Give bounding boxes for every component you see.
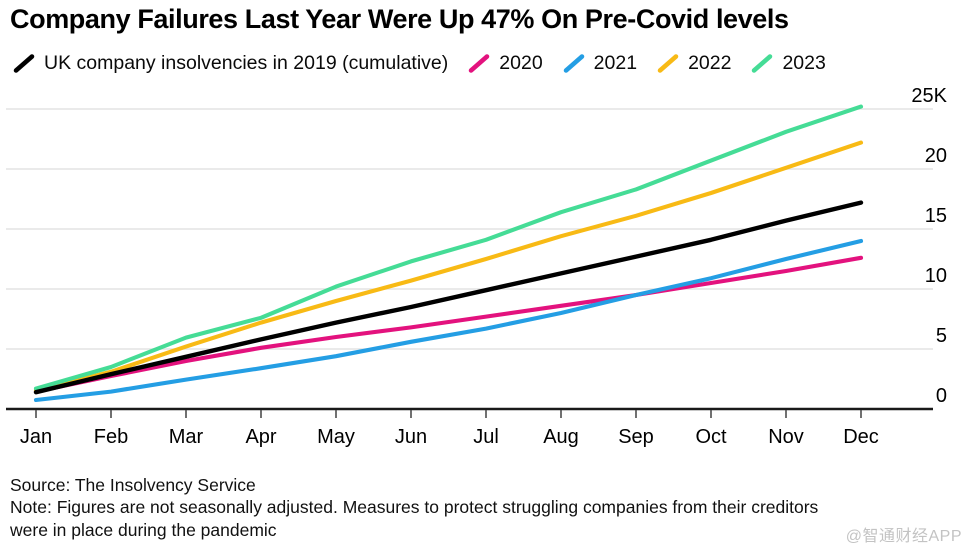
line-swatch-2019-icon [13, 53, 35, 73]
legend-label-2020: 2020 [499, 51, 543, 74]
x-tick-label-aug: Aug [543, 426, 579, 448]
line-swatch-2022-icon [657, 53, 679, 73]
legend-label-2021: 2021 [593, 51, 638, 74]
y-tick-label-15k: 15 [925, 205, 947, 227]
legend: UK company insolvencies in 2019 (cumulat… [12, 50, 826, 76]
note-line-2: were in place during the pandemic [10, 519, 277, 540]
y-tick-label-20k: 20 [925, 145, 947, 167]
y-tick-label-10k: 10 [925, 265, 947, 287]
x-tick-label-may: May [317, 426, 355, 448]
x-tick-label-jun: Jun [395, 426, 427, 448]
y-tick-label-5k: 5 [936, 325, 947, 347]
watermark: @智通财经APP [845, 528, 962, 545]
line-swatch-2021-icon [563, 53, 584, 73]
x-tick-label-apr: Apr [245, 426, 276, 448]
legend-item-2023: 2023 [750, 51, 826, 75]
series-line-2023 [33, 104, 864, 391]
line-swatch-2023-icon [752, 53, 773, 73]
series-line-2021 [33, 238, 864, 403]
legend-label-2019: UK company insolvencies in 2019 (cumulat… [44, 51, 449, 74]
line-swatch-2020-icon [469, 53, 490, 73]
legend-label-2023: 2023 [782, 51, 826, 74]
series-line-2019 [33, 200, 864, 395]
x-tick-label-nov: Nov [768, 426, 804, 448]
series-line-2022 [33, 140, 864, 393]
x-tick-label-dec: Dec [843, 426, 879, 448]
chart-title: Company Failures Last Year Were Up 47% O… [10, 4, 789, 34]
x-tick-label-sep: Sep [618, 426, 654, 448]
source-text: Source: The Insolvency Service [10, 475, 256, 495]
legend-item-2022: 2022 [656, 52, 731, 75]
legend-item-2021: 2021 [562, 52, 637, 75]
x-tick-label-jan: Jan [20, 426, 52, 448]
y-tick-label-25k: 25K [911, 85, 947, 107]
chart-footer: Source: The Insolvency Service Note: Fig… [10, 474, 818, 541]
y-tick-label-0k: 0 [936, 385, 947, 407]
x-tick-label-jul: Jul [473, 426, 499, 448]
legend-item-2020: 2020 [467, 51, 543, 75]
legend-label-2022: 2022 [688, 51, 732, 74]
x-tick-label-feb: Feb [94, 426, 128, 448]
x-tick-label-oct: Oct [695, 426, 727, 448]
note-line-1: Note: Figures are not seasonally adjuste… [10, 497, 819, 518]
series-line-2020 [33, 255, 864, 394]
legend-item-2019: UK company insolvencies in 2019 (cumulat… [12, 52, 448, 75]
x-tick-label-mar: Mar [169, 426, 204, 448]
